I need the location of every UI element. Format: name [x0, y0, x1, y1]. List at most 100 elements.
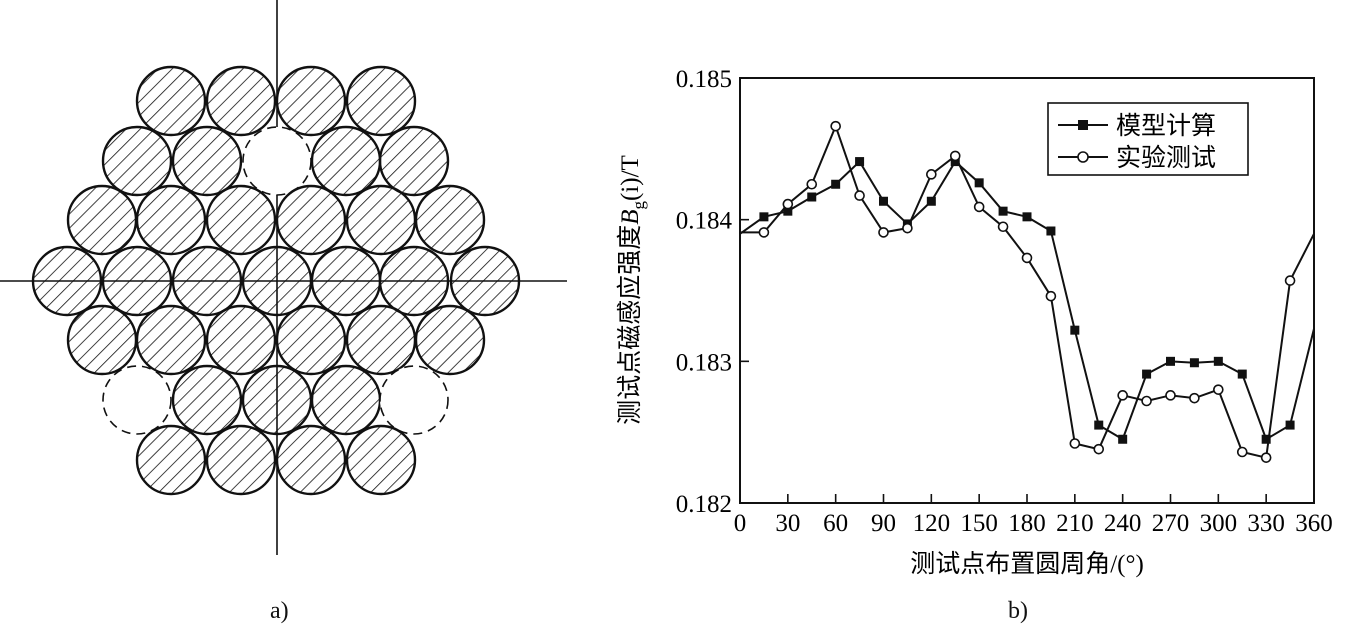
x-tick-label: 300 [1200, 510, 1238, 537]
legend-box [1047, 102, 1249, 176]
data-point-model [1285, 420, 1295, 430]
series-line-2 [740, 123, 1315, 459]
data-point-model [1070, 325, 1080, 335]
wire-circle [171, 245, 243, 317]
data-point-experiment [902, 222, 913, 234]
data-point-model [1022, 212, 1032, 222]
x-tick-label: 90 [871, 510, 896, 537]
data-point-experiment [1093, 443, 1105, 455]
wire-circle [205, 65, 277, 137]
legend: 模型计算 实验测试 [1047, 102, 1249, 176]
x-tick-label: 60 [823, 510, 848, 537]
legend-marker-model [1078, 120, 1088, 130]
y-axis-label-suffix: (i)/T [617, 155, 644, 201]
data-point-experiment [1021, 252, 1033, 264]
wire-circle [101, 245, 173, 317]
x-axis-ticks: 0 30 60 90 120 150 180 210 240 270 300 330 360 [734, 494, 1333, 537]
y-axis-label-prefix: 测试点磁感应强度 [616, 225, 644, 425]
y-axis-ticks: 0.182 0.183 0.184 0.185 [676, 66, 749, 518]
data-point-experiment [878, 227, 889, 238]
wire-circle [275, 65, 347, 137]
data-point-model [1046, 226, 1056, 236]
wire-circle [135, 184, 207, 256]
wire-circle [345, 424, 417, 496]
data-point-experiment [1165, 390, 1176, 401]
data-point-model [783, 206, 793, 216]
wire-circle [135, 304, 207, 376]
y-tick-label: 0.182 [676, 491, 732, 518]
data-point-experiment [806, 178, 818, 190]
data-point-model [831, 179, 841, 189]
wire-circle [345, 65, 417, 137]
data-point-experiment [1117, 390, 1128, 401]
data-point-model [1189, 358, 1199, 368]
caption-b: b) [1008, 598, 1028, 624]
y-tick-label: 0.184 [676, 208, 733, 235]
series-layer [739, 120, 1315, 463]
wire-circle [205, 304, 277, 376]
data-point-model [1094, 420, 1104, 430]
x-tick-label: 120 [913, 510, 951, 537]
wire-circle [31, 245, 103, 317]
data-point-model [1166, 356, 1175, 366]
data-point-model [759, 212, 769, 222]
x-tick-label: 270 [1152, 510, 1190, 537]
y-tick-label: 0.185 [676, 66, 732, 93]
x-tick-label: 240 [1104, 510, 1142, 537]
y-tick-label: 0.183 [676, 349, 732, 376]
x-tick-label: 210 [1056, 510, 1094, 537]
x-tick-label: 30 [775, 510, 800, 537]
data-point-experiment [1189, 392, 1200, 404]
data-point-model [855, 157, 865, 167]
data-point-experiment [1236, 446, 1248, 458]
data-point-experiment [997, 221, 1009, 233]
data-point-model [1237, 369, 1247, 379]
data-point-experiment [1045, 290, 1057, 302]
y-axis-label: 测试点磁感应强度Bg(i)/T [616, 155, 648, 425]
x-axis-label: 测试点布置圆周角/(°) [910, 550, 1144, 578]
legend-label-model: 模型计算 [1116, 112, 1216, 140]
wire-circle [171, 364, 243, 436]
missing-wire-circle [379, 365, 449, 435]
wire-circle [275, 304, 347, 376]
data-point-experiment [854, 190, 865, 201]
wire-circle [378, 245, 450, 317]
data-point-experiment [1141, 395, 1152, 407]
data-point-model [1142, 369, 1152, 379]
strand-cross-section-diagram [0, 0, 567, 555]
wire-circle [101, 125, 173, 197]
legend-marker-experiment [1077, 151, 1089, 163]
x-tick-label: 330 [1247, 510, 1285, 537]
data-point-model [1213, 356, 1223, 366]
data-point-model [807, 192, 817, 202]
x-tick-label: 360 [1295, 510, 1333, 537]
y-axis-label-symbol: B [617, 210, 644, 225]
data-point-experiment [1284, 275, 1296, 286]
y-axis-label-subscript: g [629, 201, 648, 210]
wire-circle [275, 184, 347, 256]
wire-circle [205, 424, 277, 496]
data-point-model [998, 206, 1008, 216]
x-tick-label: 0 [734, 510, 747, 537]
data-point-model [926, 196, 936, 206]
data-point-experiment [1069, 438, 1081, 449]
wire-circle [414, 184, 486, 256]
data-point-model [974, 178, 984, 188]
data-point-model [1118, 434, 1128, 444]
x-tick-label: 180 [1008, 510, 1046, 537]
x-tick-label: 150 [960, 510, 998, 537]
data-point-model [950, 157, 960, 167]
missing-wire-circle [102, 365, 172, 435]
data-point-experiment [758, 227, 770, 238]
wire-circle [414, 304, 486, 376]
wire-circle [275, 424, 347, 496]
data-point-experiment [949, 150, 961, 162]
data-point-experiment [926, 169, 937, 180]
wire-circle [205, 184, 277, 256]
wire-circle [449, 245, 521, 317]
wire-circle [135, 424, 207, 496]
data-point-experiment [1213, 384, 1224, 395]
legend-label-experiment: 实验测试 [1116, 144, 1216, 172]
data-point-experiment [973, 201, 985, 213]
